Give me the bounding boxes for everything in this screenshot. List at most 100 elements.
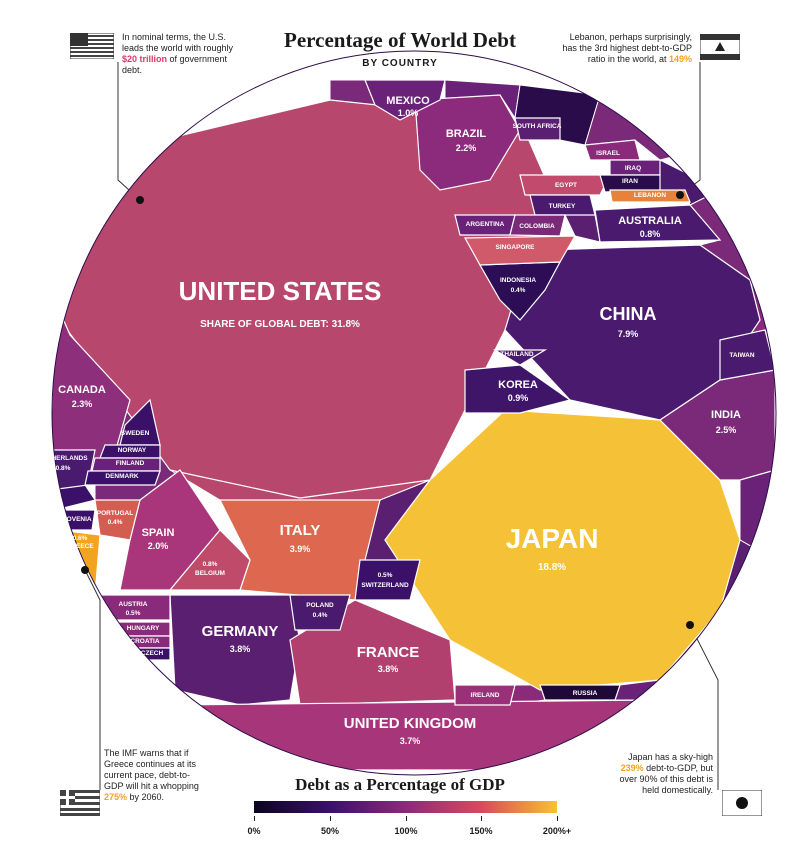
label-sweden: SWEDEN: [121, 430, 150, 437]
legend-tick: [330, 816, 331, 821]
label-korea: KOREA: [498, 379, 538, 391]
label-china: CHINA: [600, 304, 657, 324]
legend-tick-label: 150%: [469, 826, 493, 836]
label-colombia: COLOMBIA: [519, 223, 555, 230]
value-germany: 3.8%: [230, 644, 251, 654]
cell-singapore: [463, 235, 577, 266]
leader-dots: [81, 191, 694, 629]
value-italy: 3.9%: [290, 544, 311, 554]
label-russia: RUSSIA: [573, 690, 598, 697]
value-belgium: 0.8%: [203, 561, 218, 568]
label-canada: CANADA: [58, 384, 106, 396]
us-note-text-end: of government debt.: [122, 54, 228, 75]
label-united-states: UNITED STATES: [179, 276, 382, 306]
label-greece: GREECE: [66, 543, 94, 550]
label-thailand: THAILAND: [500, 351, 534, 358]
japan-note-highlight: 239%: [620, 763, 644, 773]
lebanon-flag-icon: [700, 34, 740, 60]
lebanon-note-highlight: 149%: [668, 54, 692, 64]
legend-tick: [254, 816, 255, 821]
label-netherlands: NETHERLANDS: [38, 455, 88, 462]
label-hungary: HUNGARY: [127, 625, 160, 632]
japan-flag-icon: [722, 790, 762, 816]
value-united-kingdom: 3.7%: [400, 736, 421, 746]
label-ireland: IRELAND: [471, 692, 500, 699]
label-turkey: TURKEY: [549, 203, 576, 210]
label-denmark: DENMARK: [105, 473, 139, 480]
cell-egypt: [519, 174, 611, 196]
filler-cell: [59, 579, 97, 601]
cell-switzerland: [354, 559, 421, 601]
legend-tick-label: 100%: [394, 826, 418, 836]
legend-tick: [406, 816, 407, 821]
legend-tick: [557, 816, 558, 821]
cell-denmark: [84, 470, 161, 486]
label-slovenia: SLOVENIA: [58, 516, 92, 523]
label-croatia: CROATIA: [130, 638, 159, 645]
us-note: In nominal terms, the U.S. leads the wor…: [122, 32, 240, 76]
label-brazil: BRAZIL: [446, 128, 487, 140]
value-portugal: 0.4%: [108, 519, 123, 526]
value-canada: 2.3%: [72, 399, 93, 409]
greece-note-text-end: by 2060.: [127, 792, 165, 802]
label-iran: IRAN: [622, 178, 638, 185]
label-france: FRANCE: [357, 644, 420, 661]
cell-poland: [289, 594, 351, 631]
legend-tick-label: 200%+: [542, 826, 572, 836]
cell-canada: [52, 299, 131, 481]
label-iraq: IRAQ: [625, 165, 641, 172]
greece-note-text: The IMF warns that if Greece continues a…: [104, 748, 199, 791]
label-lebanon: LEBANON: [634, 192, 666, 199]
value-switzerland: 0.5%: [378, 572, 393, 579]
cell-thailand: [492, 349, 548, 366]
value-austria: 0.5%: [126, 610, 141, 617]
label-australia: AUSTRALIA: [618, 215, 682, 227]
cell-lebanon: [609, 189, 691, 203]
filler-cell: [444, 79, 521, 120]
value-indonesia: 0.4%: [511, 287, 526, 294]
us-flag-icon: [70, 33, 114, 59]
value-poland: 0.4%: [313, 612, 328, 619]
cell-brazil: [414, 94, 521, 191]
label-taiwan: TAIWAN: [729, 352, 754, 359]
label-singapore: SINGAPORE: [495, 244, 535, 251]
greece-note: The IMF warns that if Greece continues a…: [104, 748, 208, 803]
us-note-highlight: $20 trillion: [122, 54, 168, 64]
label-finland: FINLAND: [116, 460, 145, 467]
legend-title: Debt as a Percentage of GDP: [295, 775, 505, 794]
chart-title: Percentage of World Debt: [284, 28, 516, 52]
chart-outline: [51, 50, 777, 776]
legend-tick: [481, 816, 482, 821]
label-egypt: EGYPT: [555, 182, 577, 189]
cell-korea: [464, 364, 572, 414]
label-italy: ITALY: [280, 522, 321, 539]
japan-note-text: Japan has a sky-high: [627, 752, 713, 762]
label-norway: NORWAY: [118, 447, 147, 454]
cell-australia: [594, 204, 722, 243]
legend-color-bar: [254, 801, 557, 813]
cell-belgium: [168, 529, 251, 591]
label-india: INDIA: [711, 409, 741, 421]
cell-united-kingdom: [168, 699, 651, 771]
lebanon-note-text: Lebanon, perhaps surprisingly, has the 3…: [562, 32, 692, 64]
cell-mexico: [364, 79, 446, 121]
japan-note-text-end: debt-to-GDP, but over 90% of this debt i…: [619, 763, 713, 795]
value-spain: 2.0%: [148, 541, 169, 551]
label-argentina: ARGENTINA: [466, 221, 505, 228]
label-united-kingdom: UNITED KINGDOM: [344, 715, 477, 732]
value-china: 7.9%: [618, 329, 639, 339]
greece-note-highlight: 275%: [104, 792, 128, 802]
legend-tick-label: 50%: [320, 826, 339, 836]
value-greece: 0.6%: [73, 535, 88, 542]
label-germany: GERMANY: [202, 623, 279, 640]
value-united-states: SHARE OF GLOBAL DEBT: 31.8%: [200, 319, 360, 330]
label-austria: AUSTRIA: [119, 601, 148, 608]
label-israel: ISRAEL: [596, 150, 620, 157]
value-france: 3.8%: [378, 664, 399, 674]
label-south-africa: SOUTH AFRICA: [513, 123, 562, 130]
cell-turkey: [529, 194, 596, 216]
cell-south-africa: [514, 117, 561, 141]
us-note-text: In nominal terms, the U.S. leads the wor…: [122, 32, 234, 53]
value-netherlands: 0.8%: [56, 465, 71, 472]
